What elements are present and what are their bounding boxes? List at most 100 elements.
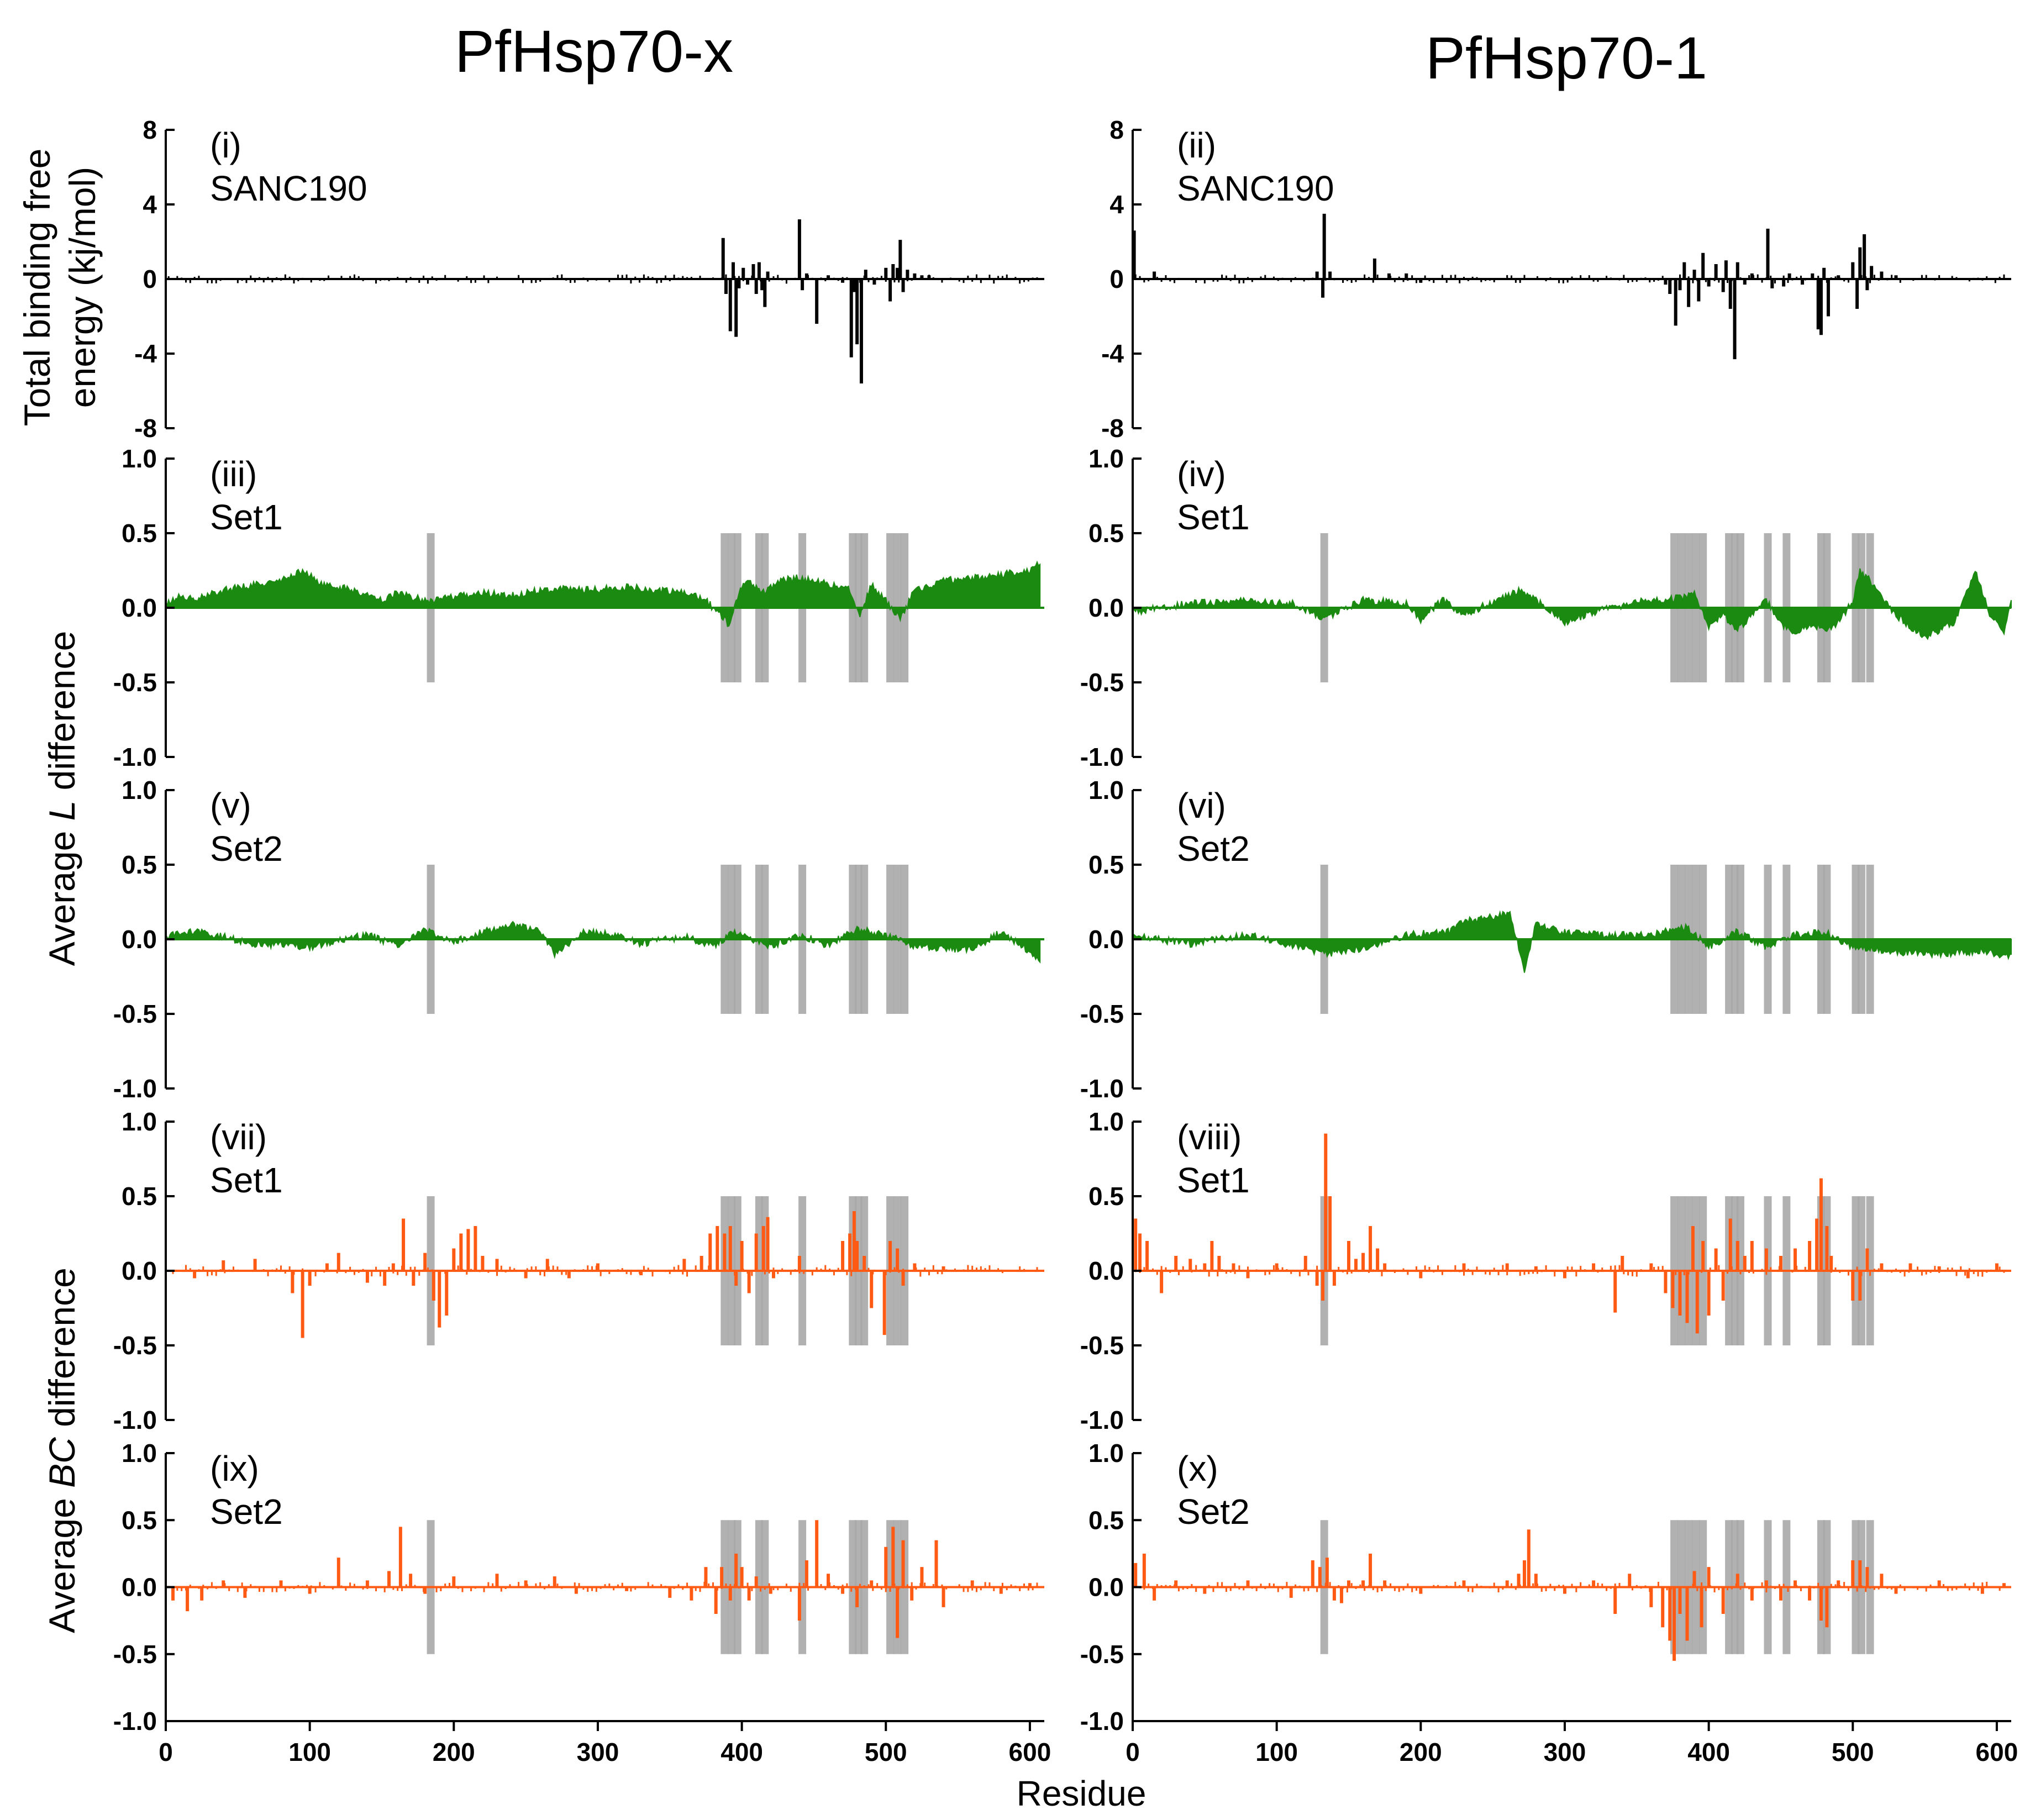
y-tick-label-iv-1: 0.5 <box>1088 519 1124 548</box>
y-tick-label-iii-4: -1.0 <box>113 743 157 771</box>
highlight-bars-vi <box>1320 865 1874 1014</box>
panel-x: 1.0 0.5 0.0 -0.5 -1.0 (x) Set2 <box>1080 1439 2011 1735</box>
y-tick-label-ii-0: 8 <box>1109 115 1124 144</box>
x-tick-label-pfhsp70-1-3: 300 <box>1544 1738 1586 1766</box>
y-tick-label-v-0: 1.0 <box>122 776 157 804</box>
y-tick-label-iii-0: 1.0 <box>122 444 157 473</box>
y-tick-label-ix-2: 0.0 <box>122 1573 157 1602</box>
y-tick-label-v-3: -0.5 <box>113 1000 157 1028</box>
y-tick-label-iv-2: 0.0 <box>1088 593 1124 622</box>
panel-label-x: (x) <box>1177 1449 1218 1488</box>
x-tick-label-pfhsp70-x-4: 400 <box>721 1738 763 1766</box>
y-tick-label-vi-4: -1.0 <box>1080 1074 1124 1103</box>
column-title-pfhsp70-x: PfHsp70-x <box>455 18 733 85</box>
panel-vii: 1.0 0.5 0.0 -0.5 -1.0 (vii)Set1 <box>113 1107 1044 1434</box>
y-tick-label-viii-0: 1.0 <box>1088 1107 1124 1136</box>
series-spikes-ix <box>167 1520 1038 1638</box>
y-tick-label-x-4: -1.0 <box>1080 1707 1124 1735</box>
y-axis-label-energy-line2: energy (kj/mol) <box>62 167 103 408</box>
y-axis-label-energy: Total binding free energy (kj/mol) <box>17 149 103 427</box>
y-tick-label-x-0: 1.0 <box>1088 1439 1124 1467</box>
x-axis-pfhsp70-x: 0 100 200 300 400 500 600 <box>159 1720 1051 1766</box>
column-title-pfhsp70-1: PfHsp70-1 <box>1426 24 1707 91</box>
y-tick-label-i-1: 4 <box>143 190 157 219</box>
series-area-iii <box>165 560 1041 627</box>
panel-v: 1.0 0.5 0.0 -0.5 -1.0 (v) Set2 <box>113 776 1044 1103</box>
highlight-bars-x <box>1320 1520 1874 1654</box>
x-tick-label-pfhsp70-x-1: 100 <box>288 1738 331 1766</box>
y-tick-label-vii-4: -1.0 <box>113 1406 157 1434</box>
x-tick-label-pfhsp70-1-0: 0 <box>1126 1738 1140 1766</box>
panel-set-iii: Set1 <box>210 497 283 537</box>
x-tick-label-pfhsp70-1-5: 500 <box>1832 1738 1874 1766</box>
y-tick-label-viii-1: 0.5 <box>1088 1182 1124 1211</box>
y-tick-label-vii-3: -0.5 <box>113 1331 157 1360</box>
panel-set-x: Set2 <box>1177 1492 1250 1532</box>
y-tick-label-vi-2: 0.0 <box>1088 925 1124 954</box>
panel-ix: 1.0 0.5 0.0 -0.5 -1.0 (ix) Set2 <box>113 1439 1044 1735</box>
panel-set-viii: Set1 <box>1177 1160 1250 1200</box>
panel-label-v: (v) <box>210 786 251 825</box>
series-spikes-vii <box>167 1211 1038 1338</box>
y-tick-label-ix-3: -0.5 <box>113 1640 157 1669</box>
y-axis-label-l-difference: Average L difference <box>41 631 82 966</box>
x-axis-label: Residue <box>1017 1774 1147 1813</box>
x-tick-label-pfhsp70-1-4: 400 <box>1687 1738 1730 1766</box>
y-tick-label-ii-2: 0 <box>1109 265 1124 293</box>
panel-label-vii: (vii) <box>210 1117 267 1157</box>
x-tick-label-pfhsp70-1-6: 600 <box>1976 1738 2018 1766</box>
panels: 8 4 0 -4 -8 (i) SANC190 8 4 0 -4 -8 (ii) SANC190 1.0 0.… <box>113 115 2018 1766</box>
y-tick-label-v-1: 0.5 <box>122 850 157 879</box>
x-tick-label-pfhsp70-x-6: 600 <box>1009 1738 1051 1766</box>
panel-label-ii: (ii) <box>1177 125 1216 165</box>
panel-set-i: SANC190 <box>210 169 367 208</box>
y-tick-label-vi-1: 0.5 <box>1088 850 1124 879</box>
y-tick-label-ii-1: 4 <box>1109 190 1124 219</box>
y-tick-label-v-2: 0.0 <box>122 925 157 954</box>
y-tick-label-iii-1: 0.5 <box>122 519 157 548</box>
x-tick-label-pfhsp70-x-2: 200 <box>433 1738 475 1766</box>
panel-label-i: (i) <box>210 125 241 165</box>
x-tick-label-pfhsp70-x-0: 0 <box>159 1738 173 1766</box>
y-tick-label-viii-4: -1.0 <box>1080 1406 1124 1434</box>
y-tick-label-viii-2: 0.0 <box>1088 1256 1124 1285</box>
y-tick-label-ix-4: -1.0 <box>113 1707 157 1735</box>
panel-set-ix: Set2 <box>210 1492 283 1532</box>
y-tick-label-ix-1: 0.5 <box>122 1506 157 1534</box>
y-tick-label-iv-0: 1.0 <box>1088 444 1124 473</box>
panel-label-viii: (viii) <box>1177 1117 1242 1157</box>
y-tick-label-vi-0: 1.0 <box>1088 776 1124 804</box>
y-tick-label-iv-4: -1.0 <box>1080 743 1124 771</box>
panel-iii: 1.0 0.5 0.0 -0.5 -1.0 (iii)Set1 <box>113 444 1044 771</box>
panel-set-iv: Set1 <box>1177 497 1250 537</box>
y-tick-label-vi-3: -0.5 <box>1080 1000 1124 1028</box>
panel-label-ix: (ix) <box>210 1449 259 1488</box>
x-axis-pfhsp70-1: 0 100 200 300 400 500 600 <box>1126 1720 2018 1766</box>
y-tick-label-v-4: -1.0 <box>113 1074 157 1103</box>
y-tick-label-ii-4: -8 <box>1101 414 1124 443</box>
series-area-v <box>165 920 1041 964</box>
y-tick-label-iii-2: 0.0 <box>122 593 157 622</box>
panel-viii: 1.0 0.5 0.0 -0.5 -1.0 (viii)Set1 <box>1080 1107 2011 1434</box>
series-spikes-viii <box>1134 1133 2005 1334</box>
panel-set-v: Set2 <box>210 829 283 869</box>
y-axis-label-energy-line1: Total binding free <box>17 149 57 427</box>
y-tick-label-vii-0: 1.0 <box>122 1107 157 1136</box>
series-area-vi <box>1132 910 2012 973</box>
x-tick-label-pfhsp70-1-2: 200 <box>1400 1738 1442 1766</box>
series-spikes-i <box>167 219 1038 383</box>
y-tick-label-vii-1: 0.5 <box>122 1182 157 1211</box>
y-tick-label-i-3: -4 <box>134 339 157 368</box>
panel-i: 8 4 0 -4 -8 (i) SANC190 <box>134 115 1044 443</box>
x-tick-label-pfhsp70-x-3: 300 <box>577 1738 619 1766</box>
x-tick-label-pfhsp70-1-1: 100 <box>1255 1738 1298 1766</box>
y-tick-label-i-0: 8 <box>143 115 157 144</box>
y-tick-label-ix-0: 1.0 <box>122 1439 157 1467</box>
series-spikes-x <box>1134 1529 2006 1661</box>
y-tick-label-x-2: 0.0 <box>1088 1573 1124 1602</box>
panel-vi: 1.0 0.5 0.0 -0.5 -1.0 (vi) Set2 <box>1080 776 2012 1103</box>
y-axis-label-bc-difference: Average BC difference <box>41 1267 82 1633</box>
y-tick-label-i-4: -8 <box>134 414 157 443</box>
panel-label-iii: (iii) <box>210 454 257 494</box>
